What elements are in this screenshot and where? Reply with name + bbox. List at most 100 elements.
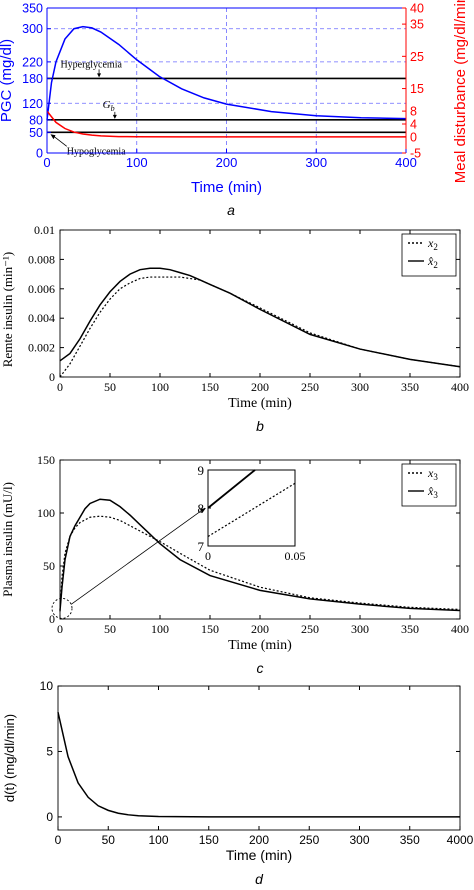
- x-tick-label: 400: [395, 155, 417, 170]
- x-tick-label: 350: [401, 622, 419, 636]
- y-tick-label: 0: [36, 147, 43, 161]
- x-tick-label: 300: [351, 380, 369, 394]
- y-tick-label: 80: [29, 113, 43, 127]
- y-tick-label: 0: [46, 810, 53, 824]
- y-tick-label: 0.01: [34, 223, 55, 237]
- inset-estimated-curve: [207, 469, 256, 509]
- y2-tick-label: 8: [410, 105, 417, 119]
- threshold-arrowhead: [50, 134, 56, 140]
- y-tick-label: 150: [37, 453, 55, 467]
- x-tick-label: 300: [351, 622, 369, 636]
- y2-tick-label: -5: [410, 147, 421, 161]
- x-tick-label: 50: [102, 833, 116, 847]
- inset-x-tick-label: 0: [205, 549, 211, 563]
- y2-tick-label: 15: [410, 82, 424, 96]
- y-tick-label: 300: [22, 22, 43, 36]
- inset-measured-curve: [207, 482, 296, 538]
- x-tick-label: 300: [305, 155, 327, 170]
- inset-x-tick-label: 0.05: [285, 549, 306, 563]
- threshold-arrow: [52, 134, 67, 147]
- x-tick-label: 250: [301, 380, 319, 394]
- x-tick-label: 200: [251, 622, 269, 636]
- x-axis-label: Time (min): [191, 179, 262, 196]
- panel-b: 0 50 100 150 200 250 300 350 400 0 0.002 0.004 0.006…: [0, 223, 469, 434]
- x-tick-label: 150: [201, 380, 219, 394]
- inset-y-tick-label: 8: [198, 501, 205, 516]
- legend-label: x2: [427, 236, 438, 252]
- y2-tick-label: 35: [410, 18, 424, 32]
- meal-disturbance-curve: [46, 110, 406, 138]
- estimated-curve: [59, 267, 461, 368]
- y-tick-label: 0: [49, 612, 55, 626]
- x-tick-label: 200: [249, 833, 269, 847]
- y-axis-label: d(t) (mg/dl/min): [2, 714, 17, 802]
- y2-tick-label: 25: [410, 50, 424, 64]
- threshold-arrowhead: [97, 73, 102, 78]
- panel-d: 0 50 100 150 200 250 300 350 4000 0 5 10 Time (min) d…: [2, 679, 474, 887]
- legend-label: x3: [427, 466, 438, 482]
- x-tick-label: 300: [349, 833, 369, 847]
- threshold-label: Gb: [103, 99, 115, 113]
- x-tick-label: 200: [251, 380, 269, 394]
- x-tick-label: 200: [216, 155, 238, 170]
- y-tick-label: 10: [40, 679, 54, 693]
- measured-curve: [59, 276, 461, 378]
- y-tick-label: 0.006: [28, 282, 55, 296]
- y-tick-label: 50: [29, 126, 43, 140]
- x-axis-label: Time (min): [228, 396, 292, 411]
- x-tick-label: 400: [451, 380, 469, 394]
- x-axis-label: Time (min): [228, 638, 292, 653]
- zoom-arrowhead: [200, 508, 206, 514]
- estimated-curve: [57, 712, 460, 818]
- legend-box: [401, 233, 457, 277]
- x-tick-label: 100: [126, 155, 148, 170]
- threshold-arrowhead: [112, 114, 117, 119]
- x-tick-label: 400: [451, 622, 469, 636]
- x-tick-label: 50: [104, 622, 116, 636]
- x-tick-label: 4000: [447, 833, 474, 847]
- x-tick-label: 100: [148, 833, 168, 847]
- x-tick-label: 0: [57, 622, 63, 636]
- y-tick-label: 50: [43, 559, 55, 573]
- legend-box: [401, 463, 457, 507]
- y-tick-label: 120: [22, 97, 43, 111]
- x-tick-label: 100: [151, 622, 169, 636]
- estimated-curve: [59, 498, 461, 612]
- panel-letter: c: [257, 660, 264, 676]
- x-tick-label: 0: [43, 155, 50, 170]
- y2-tick-label: 4: [410, 118, 417, 132]
- zoom-region-marker: [51, 597, 73, 619]
- x-tick-label: 0: [55, 833, 62, 847]
- y-tick-label: 220: [22, 55, 43, 69]
- x-tick-label: 350: [401, 380, 419, 394]
- x-tick-label: 250: [299, 833, 319, 847]
- x-tick-label: 50: [104, 380, 116, 394]
- x-tick-label: 150: [201, 622, 219, 636]
- threshold-label: Hyperglycemia: [60, 59, 122, 70]
- y2-axis-label: Meal disturbance (mg/dl/min): [452, 0, 469, 183]
- y-axis-label: Plasma insulin (mU/l): [0, 482, 15, 597]
- inset-y-tick-label: 7: [198, 539, 205, 554]
- inset-y-tick-label: 9: [198, 463, 205, 478]
- y-tick-label: 0.008: [28, 252, 55, 266]
- zoom-arrow: [70, 507, 206, 605]
- panel-letter: a: [227, 202, 235, 218]
- panel-letter: d: [255, 871, 264, 887]
- x-axis-label: Time (min): [226, 847, 292, 863]
- y-tick-label: 5: [46, 744, 53, 758]
- x-tick-label: 150: [199, 833, 219, 847]
- x-tick-label: 0: [57, 380, 63, 394]
- y-tick-label: 0: [49, 370, 55, 384]
- y2-tick-label: 0: [410, 130, 417, 144]
- y-tick-label: 100: [37, 506, 55, 520]
- x-tick-label: 100: [151, 380, 169, 394]
- pgc-curve: [46, 25, 407, 120]
- panel-letter: b: [256, 418, 264, 434]
- y-axis-label: PGC (mg/dl): [0, 39, 15, 122]
- threshold-label: Hypoglycemia: [67, 146, 126, 157]
- y-tick-label: 0.004: [28, 311, 55, 325]
- legend-label: x̂2: [427, 254, 438, 270]
- y-tick-label: 180: [22, 72, 43, 86]
